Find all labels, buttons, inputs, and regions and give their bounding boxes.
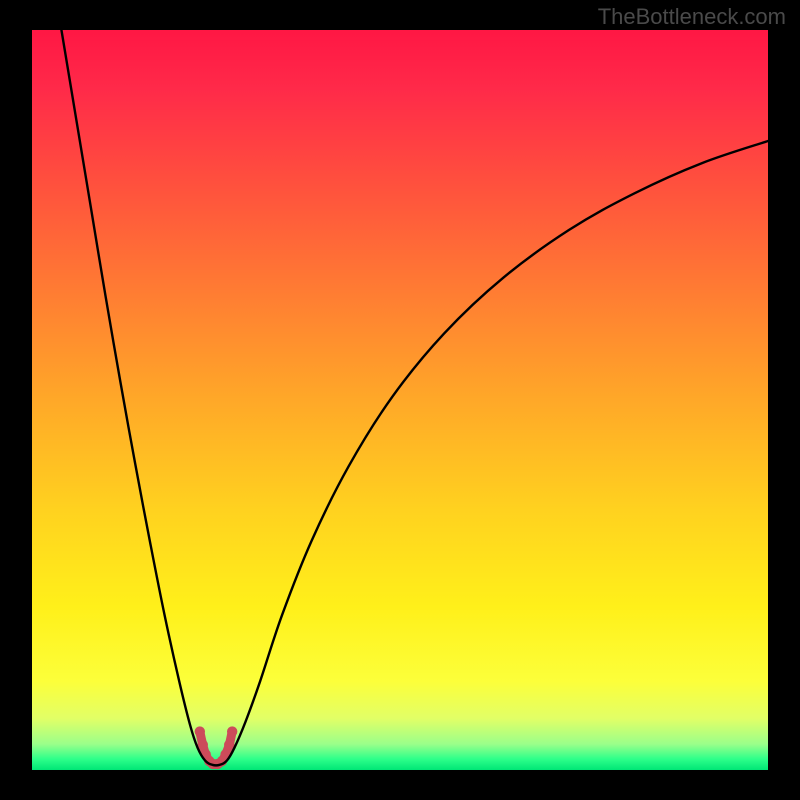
plot-area <box>32 30 768 770</box>
bottleneck-curve <box>32 30 768 770</box>
watermark-text: TheBottleneck.com <box>598 4 786 30</box>
minimum-markers <box>195 726 238 769</box>
curve-path <box>61 30 768 765</box>
chart-container: TheBottleneck.com <box>0 0 800 800</box>
minimum-marker <box>195 726 205 736</box>
minimum-marker <box>227 726 237 736</box>
